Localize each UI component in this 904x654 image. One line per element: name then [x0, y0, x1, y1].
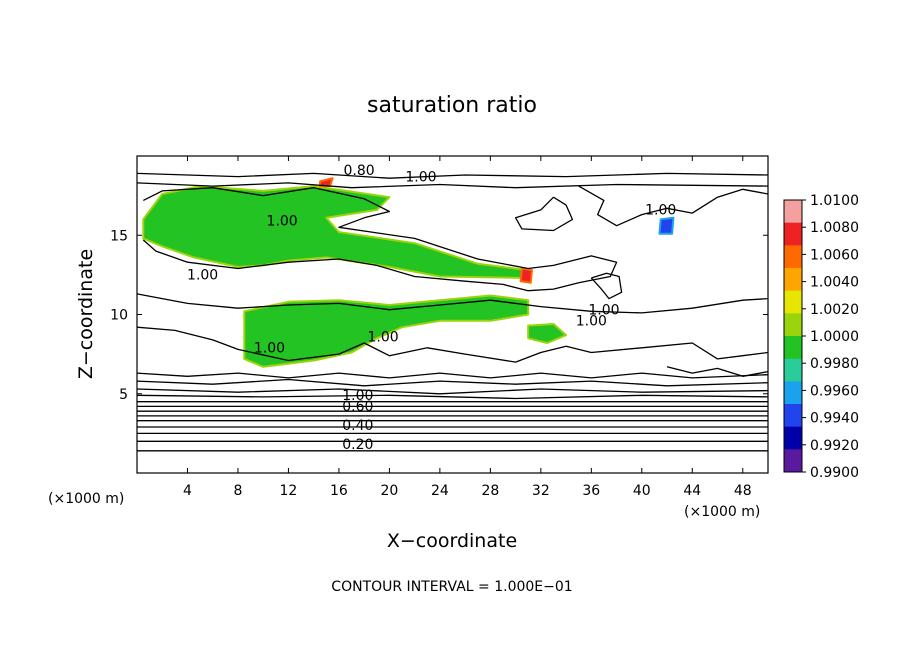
x-tick-label-28: 28 — [481, 483, 499, 499]
x-tick-label-48: 48 — [734, 483, 752, 499]
contour-label-12: 0.20 — [342, 437, 373, 453]
contour-label-4: 1.00 — [187, 268, 218, 284]
contour-label-10: 0.60 — [342, 399, 373, 415]
contour-line-7 — [590, 272, 623, 300]
contour-line-10 — [136, 378, 769, 387]
contour-line-9 — [136, 372, 769, 379]
colorbar-label-6: 0.9980 — [810, 356, 859, 372]
x-axis-label: X−coordinate — [387, 530, 517, 552]
x-tick-label-32: 32 — [532, 483, 550, 499]
colorbar-swatch-0 — [784, 200, 802, 224]
contour-label-3: 1.00 — [267, 214, 298, 230]
contour-label-11: 0.40 — [342, 418, 373, 434]
colorbar-swatch-6 — [784, 336, 802, 360]
region-red-4 — [519, 267, 533, 284]
y-axis-label: Z−coordinate — [75, 249, 97, 379]
x-tick-label-20: 20 — [380, 483, 398, 499]
colorbar-swatch-4 — [784, 290, 802, 314]
contour-line-0 — [136, 172, 769, 179]
contour-label-0: 0.80 — [344, 163, 375, 179]
contour-label-1: 1.00 — [405, 169, 436, 185]
contour-interval-note: CONTOUR INTERVAL = 1.000E−01 — [331, 579, 572, 595]
y-tick-label-15: 15 — [110, 228, 128, 244]
colorbar-label-3: 1.0040 — [810, 275, 859, 291]
colorbar-label-0: 1.0100 — [810, 193, 859, 209]
contour-lines — [136, 172, 769, 452]
y-tick-label-10: 10 — [110, 308, 128, 324]
colorbar-label-4: 1.0020 — [810, 302, 859, 318]
contour-line-4 — [136, 326, 769, 363]
x-tick-label-16: 16 — [330, 483, 348, 499]
colorbar-swatch-11 — [784, 449, 802, 473]
colorbar-label-7: 0.9960 — [810, 383, 859, 399]
contour-label-7: 1.00 — [368, 329, 399, 345]
x-axis: 4 8 12 16 20 24 28 32 36 40 44 48 — [183, 156, 752, 499]
colorbar-swatch-2 — [784, 245, 802, 269]
colorbar-swatch-9 — [784, 404, 802, 428]
x-unit-right: (×1000 m) — [684, 504, 760, 520]
x-tick-label-8: 8 — [233, 483, 242, 499]
x-tick-label-40: 40 — [633, 483, 651, 499]
x-tick-label-24: 24 — [431, 483, 449, 499]
colorbar-label-2: 1.0060 — [810, 247, 859, 263]
contour-line-6 — [514, 196, 574, 232]
region-blue-5 — [658, 216, 675, 235]
colorbar-swatch-1 — [784, 222, 802, 246]
colorbar-swatch-7 — [784, 358, 802, 382]
contour-label-9: 1.00 — [342, 388, 373, 404]
colorbar-swatch-10 — [784, 426, 802, 450]
contour-label-8: 1.00 — [254, 341, 285, 357]
colorbar-label-8: 0.9940 — [810, 411, 859, 427]
saturation-regions — [142, 177, 675, 368]
contour-label-2: 1.00 — [645, 203, 676, 219]
x-tick-label-12: 12 — [280, 483, 298, 499]
colorbar: 1.0100 1.0080 1.0060 1.0040 1.0020 1.0000 0.99… — [783, 193, 859, 481]
region-green-2 — [527, 323, 568, 344]
colorbar-label-9: 0.9920 — [810, 438, 859, 454]
contour-line-8 — [666, 366, 769, 377]
contour-line-2 — [142, 187, 618, 292]
contour-line-1 — [136, 182, 769, 189]
y-tick-label-5: 5 — [119, 387, 128, 403]
region-green-1 — [243, 294, 530, 368]
y-axis: 5 10 15 — [110, 228, 768, 403]
contour-line-3 — [136, 293, 769, 314]
contour-label-6: 1.00 — [576, 314, 607, 330]
colorbar-label-1: 1.0080 — [810, 220, 859, 236]
colorbar-swatch-3 — [784, 268, 802, 292]
contour-labels: 0.80 1.001.001.001.001.001.001.001.001.00… — [187, 163, 676, 453]
contour-label-5: 1.00 — [588, 303, 619, 319]
colorbar-label-5: 1.0000 — [810, 329, 859, 345]
x-tick-label-36: 36 — [582, 483, 600, 499]
colorbar-swatch-5 — [784, 313, 802, 337]
chart-title: saturation ratio — [367, 93, 537, 118]
colorbar-label-10: 0.9900 — [810, 465, 859, 481]
contour-line-11 — [136, 388, 769, 395]
contour-line-5 — [578, 185, 769, 227]
contour-line-12 — [136, 394, 769, 400]
x-tick-label-44: 44 — [683, 483, 701, 499]
x-unit-left: (×1000 m) — [48, 491, 124, 507]
x-tick-label-4: 4 — [183, 483, 192, 499]
colorbar-swatch-8 — [784, 381, 802, 405]
